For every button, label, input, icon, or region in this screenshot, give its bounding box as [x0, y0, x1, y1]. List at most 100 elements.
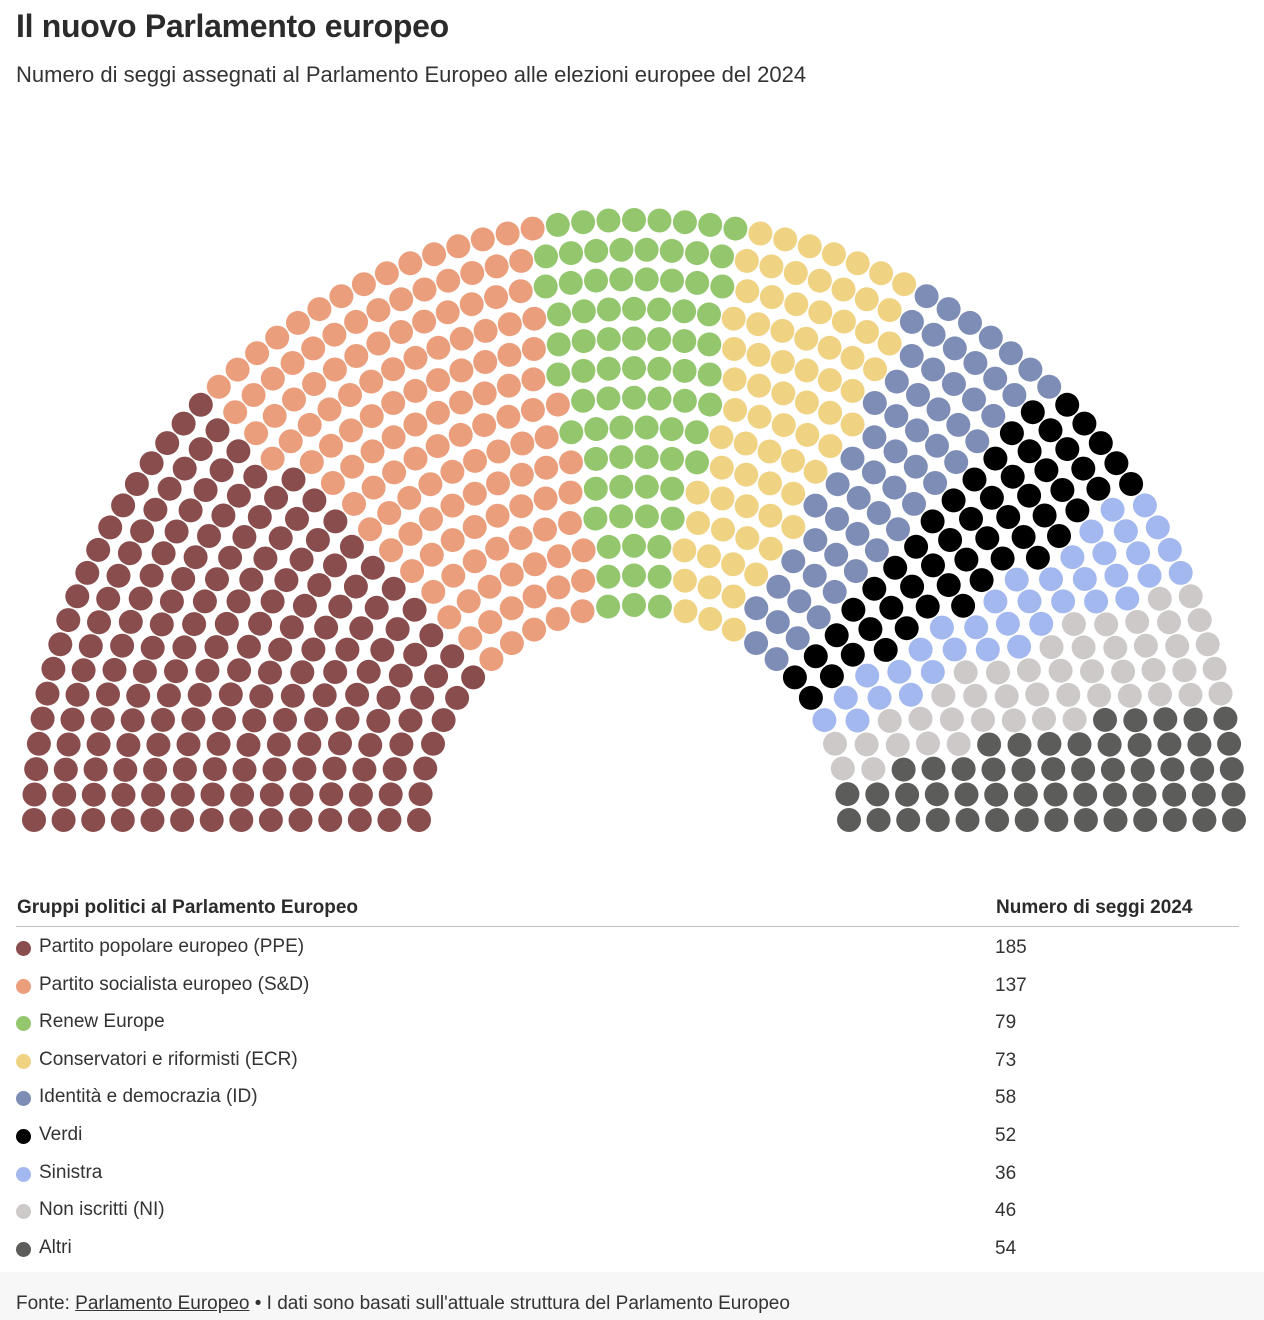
seat-dot — [906, 383, 930, 407]
seat-dot — [854, 287, 879, 312]
seat-dot — [963, 351, 988, 375]
seat-dot — [808, 300, 833, 325]
seat-dot — [896, 808, 921, 832]
legend-dot — [16, 1166, 31, 1182]
seat-dot — [622, 208, 646, 232]
seat-dot — [546, 575, 571, 600]
seat-dot — [806, 605, 831, 630]
seat-dot — [533, 274, 558, 299]
seat-dot — [1087, 683, 1112, 708]
seat-dot — [939, 707, 964, 732]
seat-dot — [833, 685, 858, 710]
seat-dot — [289, 782, 314, 807]
seat-dot — [596, 386, 621, 411]
seat-dot — [56, 608, 81, 633]
seat-dot — [747, 404, 772, 429]
seat-dot — [647, 327, 672, 352]
seat-dot — [171, 567, 196, 591]
seat-dot — [659, 238, 684, 263]
seat-dot — [508, 526, 533, 551]
seat-dot — [1086, 476, 1111, 501]
seat-dot — [441, 563, 466, 588]
seat-dot — [583, 506, 608, 531]
seat-dot — [955, 808, 980, 832]
seat-dot — [533, 517, 557, 542]
seat-dot — [1044, 808, 1069, 832]
seat-dot — [1062, 707, 1087, 732]
seat-dot — [302, 372, 327, 396]
seat-dot — [825, 472, 850, 497]
seat-dot — [1056, 682, 1081, 707]
seat-dot — [862, 391, 887, 415]
seat-dot — [292, 593, 317, 618]
seat-dot — [164, 659, 188, 684]
seat-dot — [1162, 808, 1187, 832]
seat-dot — [781, 549, 806, 574]
seat-dot — [1165, 634, 1190, 659]
seat-dot — [421, 579, 446, 604]
seat-dot — [723, 216, 748, 241]
seat-dot — [1097, 732, 1122, 757]
seat-count: 79 — [995, 1012, 1017, 1034]
legend-dot — [16, 1241, 31, 1257]
seat-dot — [322, 322, 347, 347]
seat-dot — [863, 357, 887, 382]
seat-dot — [995, 611, 1020, 636]
source-link[interactable]: Parlamento Europeo — [75, 1293, 250, 1314]
seat-dot — [1141, 657, 1166, 682]
seat-dot — [1079, 519, 1104, 544]
seat-dot — [358, 733, 383, 757]
seat-dot — [349, 616, 374, 641]
seat-dot — [884, 404, 909, 429]
seat-dot — [672, 210, 697, 235]
seat-dot — [781, 481, 806, 506]
seat-dot — [398, 521, 423, 546]
seat-dot — [596, 594, 621, 619]
seat-dot — [478, 610, 503, 635]
seat-dot — [1011, 757, 1036, 782]
seat-dot — [886, 517, 910, 542]
seat-dot — [1002, 383, 1027, 407]
seat-dot — [757, 439, 782, 464]
seat-dot — [206, 731, 231, 756]
seat-dot — [96, 586, 121, 611]
seat-dot — [1191, 782, 1216, 807]
seat-dot — [596, 208, 621, 233]
seat-dot — [205, 567, 229, 592]
seat-dot — [431, 708, 456, 733]
seat-dot — [312, 683, 337, 708]
seat-dot — [546, 362, 571, 387]
seat-dot — [673, 599, 698, 624]
seat-dot — [473, 318, 498, 343]
seat-dot — [831, 309, 856, 334]
seat-dot — [975, 637, 1000, 662]
seat-dot — [861, 757, 886, 782]
seat-dot — [861, 460, 886, 485]
seat-dot — [1060, 545, 1085, 570]
seat-dot — [344, 344, 369, 368]
seat-dot — [765, 610, 790, 635]
seat-dot — [1178, 584, 1203, 609]
seat-dot — [1219, 757, 1244, 782]
seat-dot — [359, 369, 384, 394]
header-seats: Numero di seggi 2024 — [996, 897, 1193, 918]
seat-dot — [984, 782, 1009, 807]
seat-dot — [596, 534, 621, 559]
seat-dot — [916, 731, 940, 756]
seat-dot — [902, 491, 926, 516]
seat-dot — [1222, 808, 1246, 832]
seat-dot — [783, 261, 808, 285]
seat-dot — [1137, 563, 1162, 588]
seat-dot — [547, 302, 571, 327]
seat-dot — [522, 306, 547, 331]
seat-dot — [56, 732, 81, 757]
table-row: Sinistra 36 — [16, 1153, 1239, 1191]
seat-dot — [339, 418, 363, 443]
seat-dot — [22, 782, 47, 807]
seat-dot — [584, 417, 609, 442]
seat-dot — [1126, 541, 1151, 566]
seat-dot — [1037, 374, 1062, 399]
seat-dot — [288, 808, 313, 832]
seat-dot — [803, 493, 828, 518]
seat-dot — [426, 368, 451, 393]
